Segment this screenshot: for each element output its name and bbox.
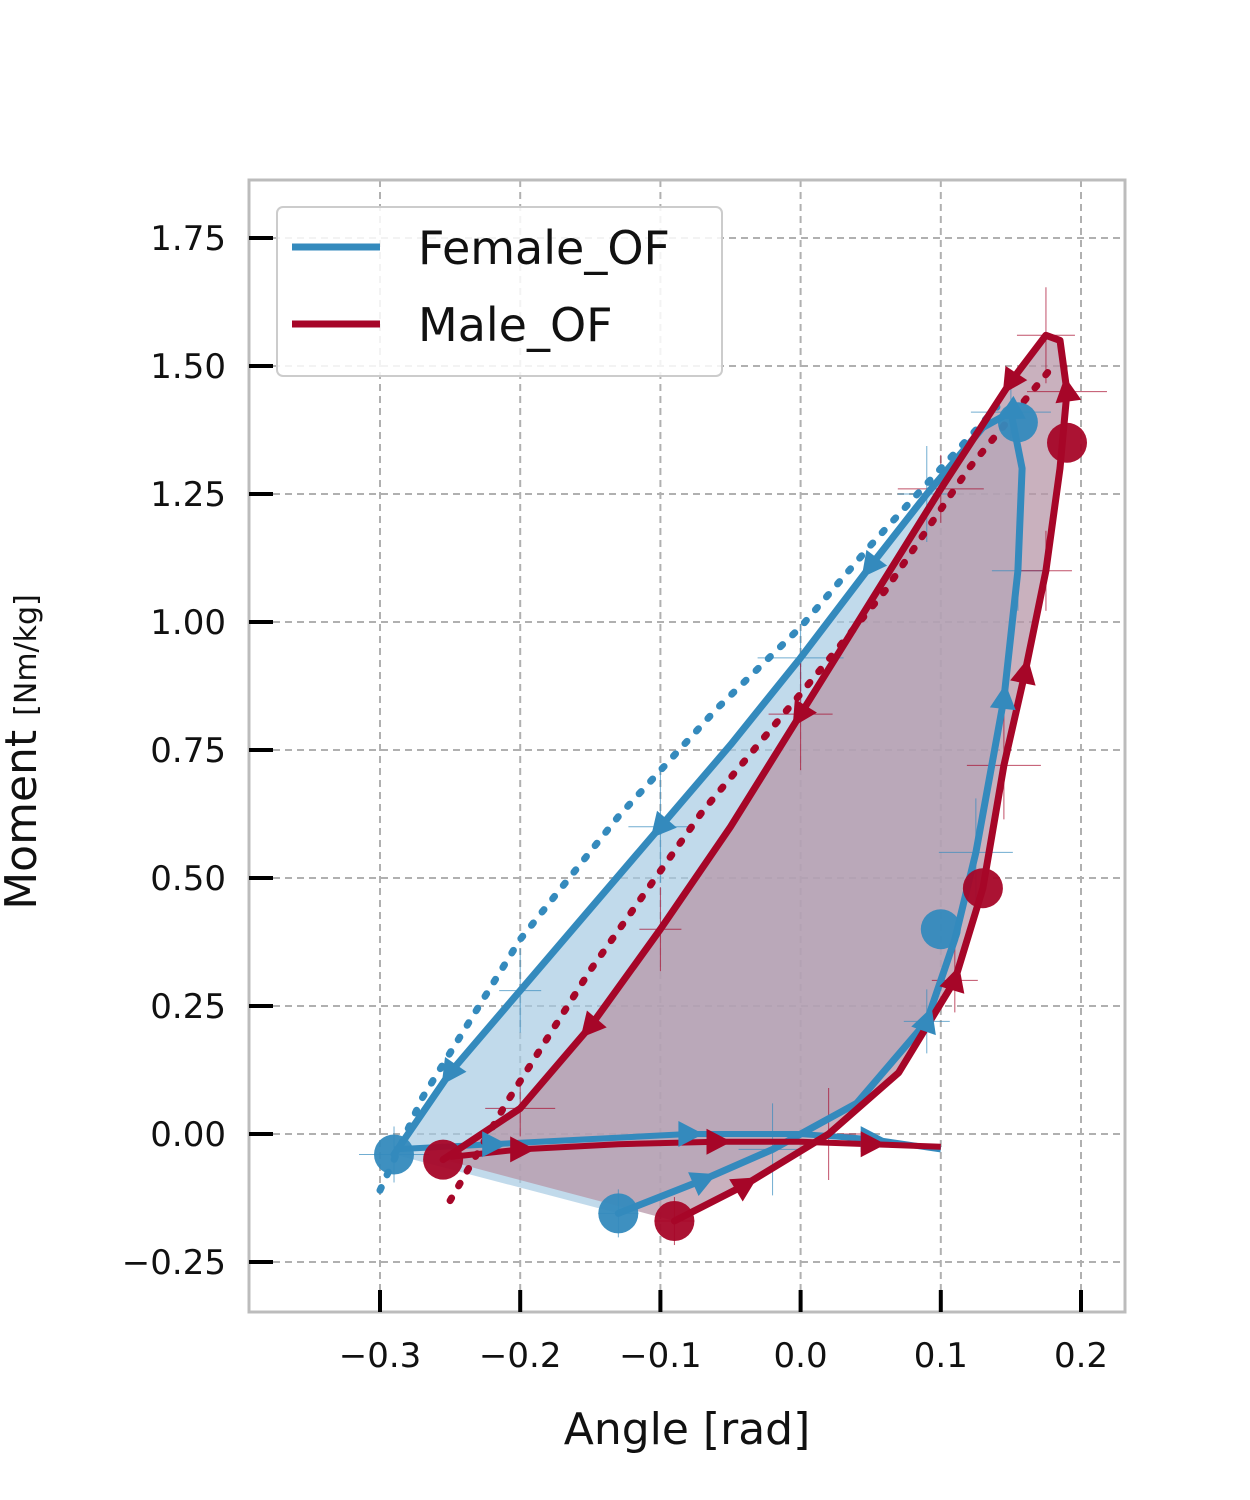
y-tick-label: 1.25 bbox=[150, 475, 226, 515]
axis-ticks: −0.3 −0.2 −0.1 0.0 0.1 0.2 −0.25 0.00 0.25 0.50 0.… bbox=[122, 219, 1108, 1376]
series-point-1 bbox=[962, 868, 1003, 909]
series-flat-marker-1 bbox=[860, 1131, 886, 1158]
y-axis-title-main: Moment bbox=[0, 730, 47, 910]
x-tick-label: 0.1 bbox=[914, 1336, 968, 1376]
series-direction-marker-1 bbox=[792, 698, 817, 727]
y-axis-title-unit: [Nm/kg] bbox=[9, 594, 44, 716]
y-tick-label: 0.75 bbox=[150, 731, 226, 771]
x-tick-label: −0.1 bbox=[619, 1336, 702, 1376]
series-direction-marker-1 bbox=[1010, 658, 1036, 686]
series-flat-marker-1 bbox=[706, 1128, 732, 1155]
series-direction-marker-0 bbox=[688, 1172, 717, 1197]
series-flat-marker-0 bbox=[678, 1121, 704, 1147]
series-point-1 bbox=[423, 1139, 464, 1180]
y-tick-label: 0.50 bbox=[150, 859, 226, 899]
series-markers bbox=[374, 365, 1087, 1241]
series-dotted-line-1 bbox=[446, 362, 1057, 1205]
series-direction-marker-0 bbox=[989, 683, 1016, 711]
series-direction-marker-1 bbox=[729, 1177, 758, 1202]
y-tick-label: 1.00 bbox=[150, 603, 226, 643]
series-direction-marker-0 bbox=[911, 1007, 936, 1036]
series-direction-marker-1 bbox=[939, 966, 965, 994]
legend: Female_OF Male_OF bbox=[276, 206, 723, 377]
x-tick-label: 0.2 bbox=[1054, 1336, 1108, 1376]
series-direction-marker-0 bbox=[650, 810, 677, 839]
series-direction-marker-1 bbox=[1002, 365, 1028, 394]
series-point-0 bbox=[997, 402, 1038, 443]
y-tick-label: −0.25 bbox=[122, 1243, 226, 1283]
x-tick-label: −0.2 bbox=[479, 1336, 562, 1376]
x-tick-label: 0.0 bbox=[774, 1336, 828, 1376]
series-direction-marker-0 bbox=[861, 549, 888, 578]
y-tick-label: 0.25 bbox=[150, 987, 226, 1027]
series-flat-marker-0 bbox=[482, 1131, 508, 1158]
y-tick-label: 1.50 bbox=[150, 347, 226, 387]
series-flat-marker-1 bbox=[510, 1136, 536, 1163]
series-direction-marker-1 bbox=[580, 1010, 607, 1038]
y-axis-title: Moment [Nm/kg] bbox=[0, 594, 47, 910]
plot-frame bbox=[247, 178, 1127, 1314]
y-tick-label: 1.75 bbox=[150, 219, 226, 259]
series-point-0 bbox=[598, 1193, 639, 1234]
series-direction-marker-1 bbox=[1055, 376, 1082, 404]
series-point-0 bbox=[374, 1134, 414, 1175]
series-point-0 bbox=[920, 909, 961, 950]
series-direction-marker-0 bbox=[441, 1057, 467, 1085]
legend-box bbox=[276, 206, 723, 377]
y-tick-label: 0.00 bbox=[150, 1115, 226, 1155]
series-fill-1 bbox=[443, 335, 1068, 1221]
series-point-1 bbox=[1047, 422, 1087, 463]
legend-label-female: Female_OF bbox=[418, 221, 670, 275]
x-axis-title: Angle [rad] bbox=[564, 1404, 811, 1455]
series-point-1 bbox=[654, 1201, 695, 1241]
series-dotted-line-0 bbox=[376, 403, 1001, 1194]
x-tick-label: −0.3 bbox=[339, 1336, 422, 1376]
legend-label-male: Male_OF bbox=[418, 298, 613, 352]
